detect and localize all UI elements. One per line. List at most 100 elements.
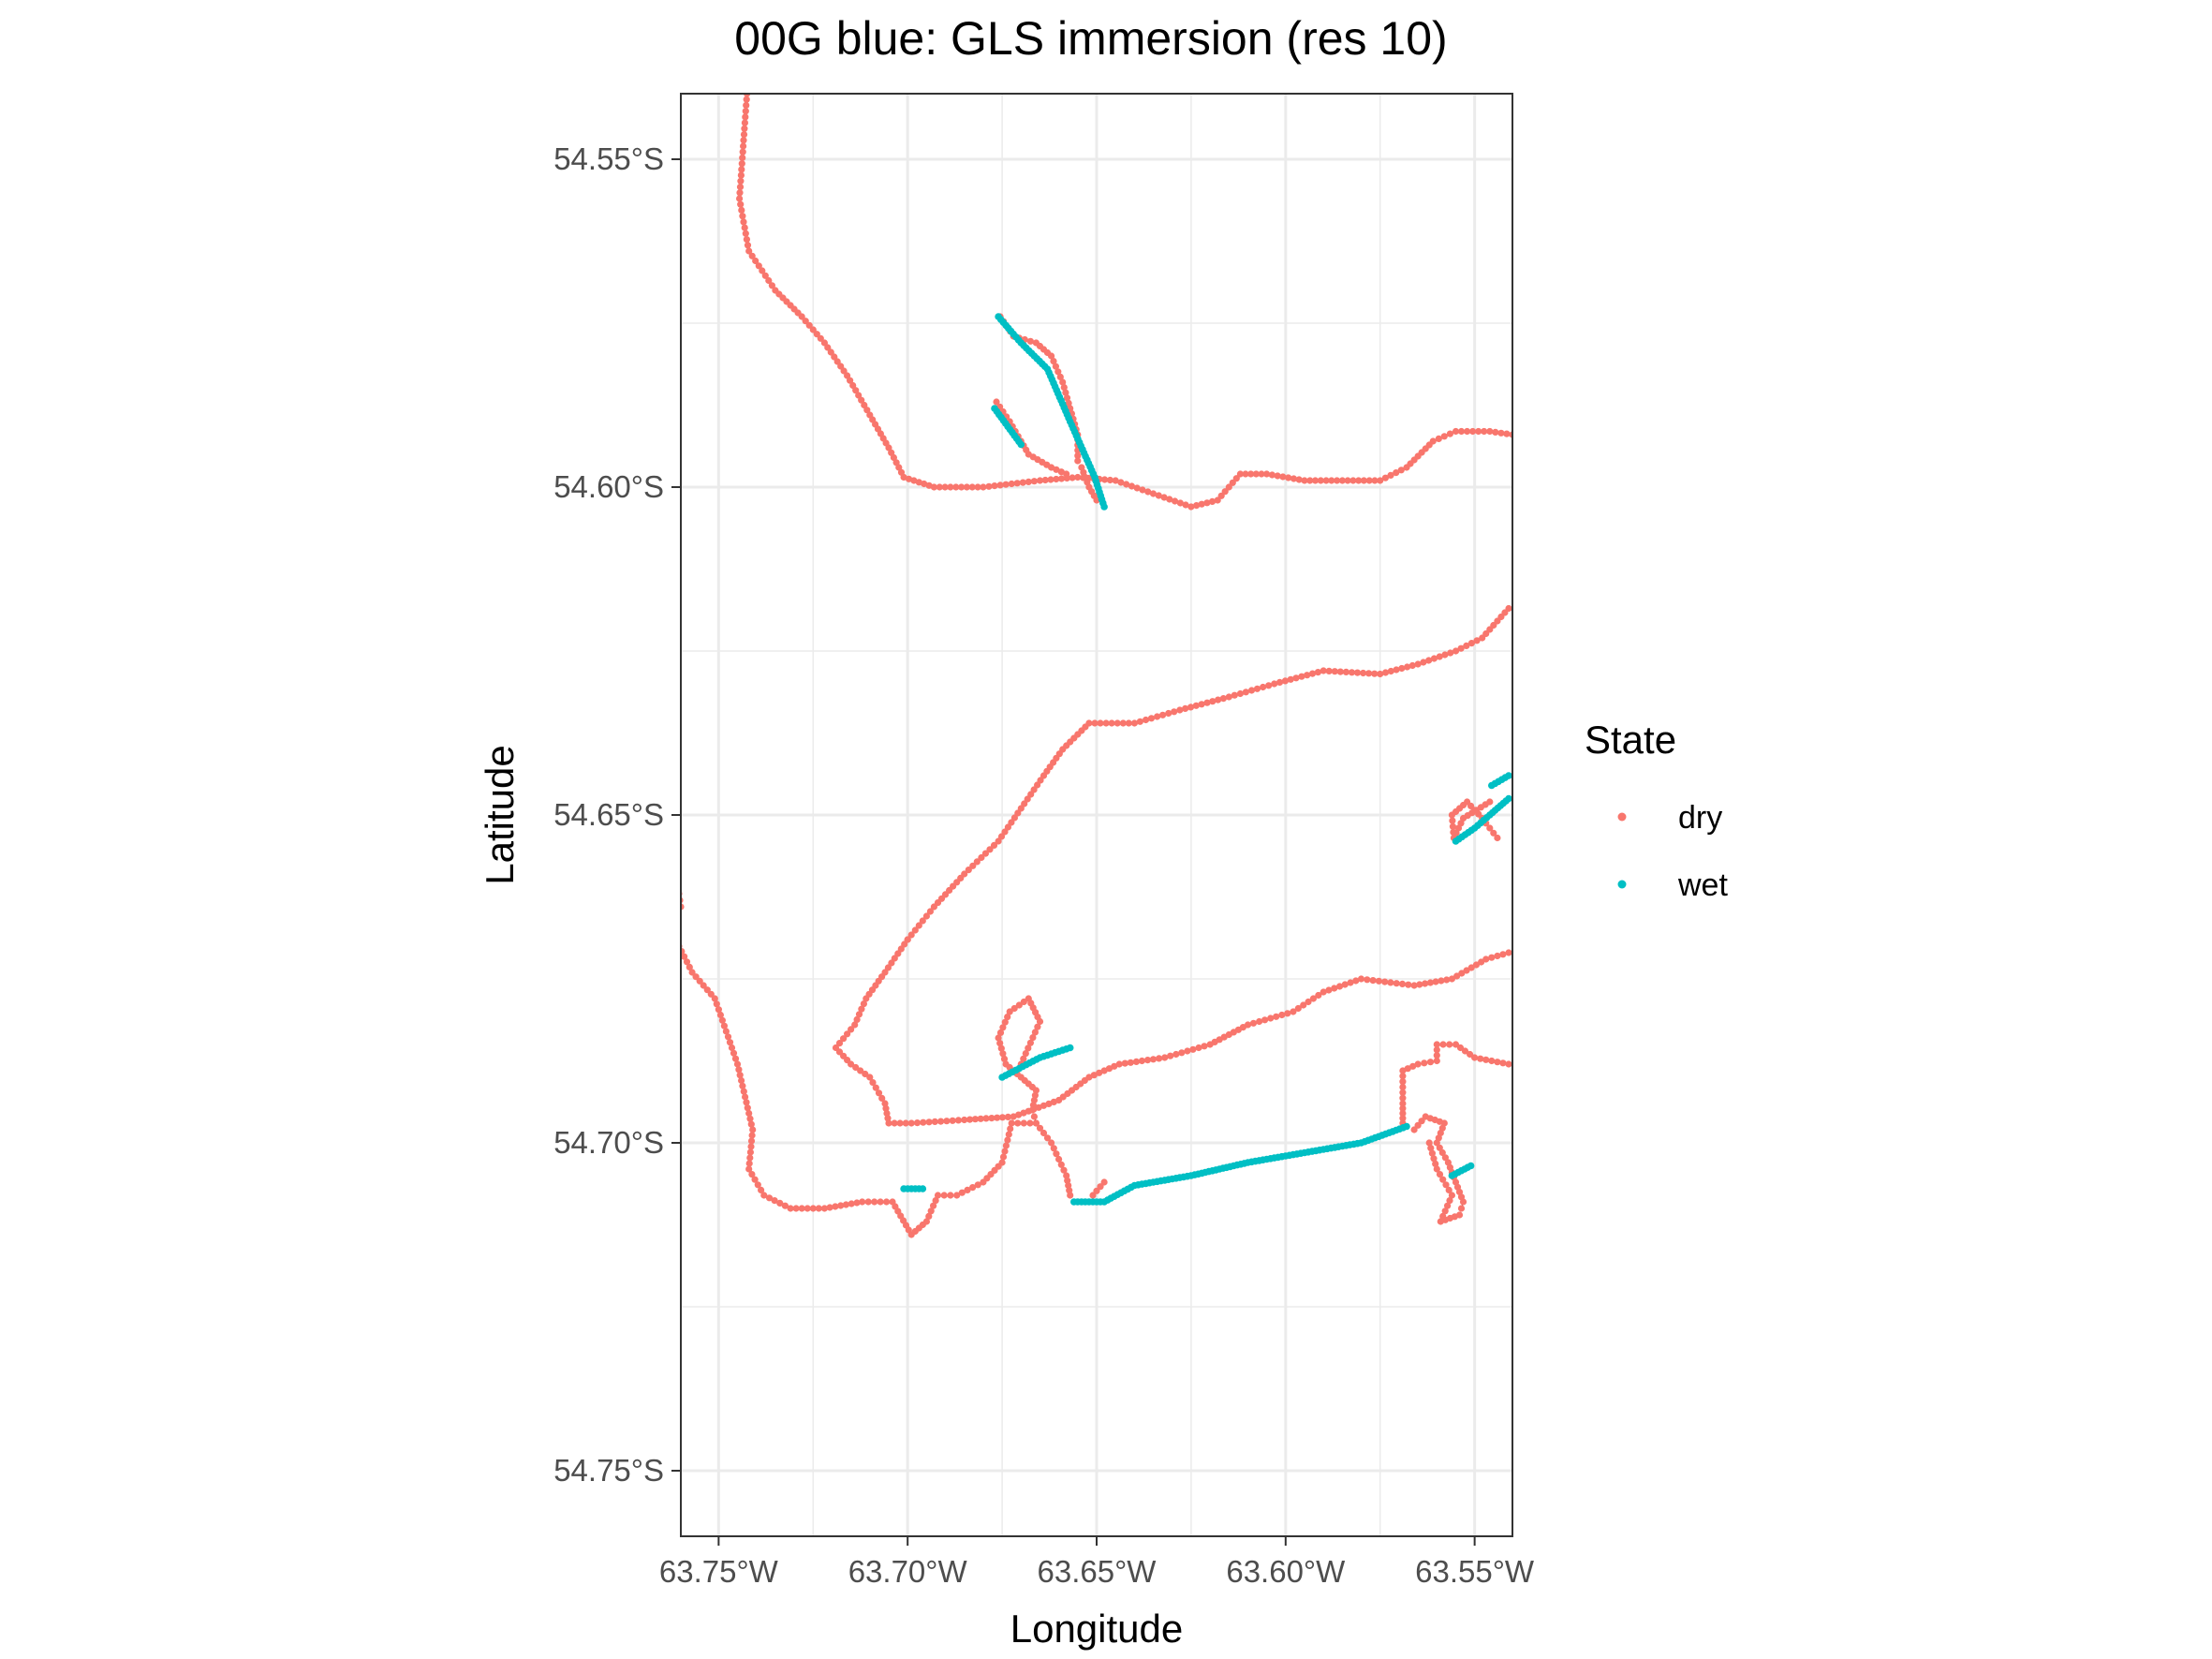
x-axis-title: Longitude — [1010, 1607, 1184, 1651]
data-point-dry — [1149, 490, 1158, 497]
data-point-dry — [1143, 1057, 1152, 1064]
data-point-dry — [1037, 777, 1044, 784]
data-point-dry — [1187, 704, 1195, 711]
data-point-dry — [1182, 704, 1189, 713]
data-point-dry — [792, 1205, 800, 1212]
data-point-dry — [1430, 1155, 1438, 1163]
data-point-dry — [1405, 981, 1412, 988]
data-point-dry — [747, 1120, 755, 1128]
data-point-dry — [1165, 709, 1172, 718]
data-point-dry — [961, 1116, 968, 1124]
data-point-dry — [1505, 1060, 1512, 1068]
data-point-dry — [1320, 667, 1327, 674]
data-point-dry — [988, 1115, 995, 1122]
data-point-dry — [1085, 719, 1093, 727]
data-point-dry — [1032, 1119, 1040, 1127]
data-point-dry — [1256, 1017, 1263, 1026]
data-point-dry — [1492, 428, 1499, 436]
data-point-dry — [848, 1026, 855, 1033]
data-point-dry — [1317, 477, 1324, 484]
data-point-dry — [963, 483, 970, 491]
data-point-dry — [1305, 998, 1312, 1006]
data-point-dry — [742, 230, 749, 237]
data-point-dry — [1377, 477, 1384, 484]
data-point-dry — [1160, 494, 1168, 501]
data-point-dry — [1399, 1078, 1407, 1086]
data-point-wet — [1467, 1162, 1475, 1170]
data-point-dry — [857, 1067, 864, 1074]
axes: 63.75°W 63.70°W 63.65°W 63.60°W 63.55°W 54.55… — [553, 141, 1535, 1589]
legend-title: State — [1585, 718, 1676, 762]
data-point-dry — [1311, 477, 1320, 484]
data-point-dry — [1314, 669, 1321, 676]
data-point-dry — [748, 1132, 756, 1139]
data-point-dry — [798, 1205, 805, 1212]
data-point-dry — [1057, 468, 1065, 476]
data-point-dry — [746, 1115, 754, 1122]
data-point-wet — [1505, 794, 1512, 803]
data-point-dry — [686, 963, 693, 970]
data-point-dry — [735, 1066, 743, 1074]
data-point-dry — [1441, 1154, 1449, 1162]
data-point-dry — [833, 358, 841, 365]
data-point-dry — [1193, 502, 1201, 510]
data-point-dry — [932, 1197, 939, 1205]
data-point-dry — [817, 334, 824, 342]
data-point-dry — [926, 908, 935, 915]
data-point-dry — [722, 1028, 730, 1035]
data-point-dry — [1030, 786, 1038, 793]
data-point-dry — [920, 1118, 927, 1126]
y-axis-title: Latitude — [478, 745, 522, 884]
legend-label-wet: wet — [1677, 867, 1728, 903]
data-point-dry — [1108, 719, 1115, 727]
data-point-dry — [1022, 1050, 1029, 1058]
data-point-dry — [1176, 499, 1184, 507]
data-point-dry — [688, 969, 696, 976]
data-point-dry — [905, 475, 913, 482]
data-point-dry — [978, 853, 985, 862]
data-point-dry — [711, 995, 718, 1002]
data-point-dry — [965, 867, 972, 874]
data-point-dry — [1425, 1139, 1433, 1147]
data-point-dry — [1381, 669, 1390, 676]
data-point-dry — [853, 1199, 861, 1207]
data-point-dry — [1348, 669, 1356, 676]
data-point-dry — [1357, 975, 1365, 983]
data-point-dry — [1136, 718, 1143, 725]
data-point-dry — [961, 870, 968, 878]
data-point-dry — [883, 1198, 891, 1206]
data-point-dry — [986, 846, 994, 853]
data-point-dry — [1261, 1016, 1269, 1024]
data-point-dry — [1301, 477, 1308, 484]
data-point-dry — [1232, 475, 1240, 482]
data-point-dry — [1481, 427, 1488, 436]
data-point-dry — [837, 1202, 845, 1209]
data-point-dry — [746, 1154, 754, 1162]
data-point-dry — [1085, 1074, 1093, 1081]
data-point-dry — [1067, 1192, 1074, 1199]
data-point-dry — [1436, 1144, 1443, 1151]
data-point-dry — [966, 1116, 974, 1123]
data-point-dry — [1461, 1047, 1469, 1055]
data-point-dry — [1008, 819, 1015, 826]
data-point-dry — [1057, 475, 1066, 482]
data-point-dry — [755, 262, 762, 270]
data-point-dry — [731, 1055, 740, 1062]
data-point-dry — [1015, 1111, 1023, 1118]
data-point-dry — [1028, 1106, 1036, 1114]
data-point-dry — [748, 252, 756, 259]
data-point-dry — [994, 1114, 1001, 1121]
data-point-dry — [922, 912, 931, 920]
data-point-dry — [1355, 477, 1363, 484]
data-point-dry — [1432, 1160, 1439, 1167]
y-tick-label: 54.70°S — [553, 1125, 664, 1160]
data-point-dry — [1422, 980, 1429, 987]
data-point-dry — [1189, 1045, 1197, 1053]
data-point-dry — [1184, 1047, 1191, 1055]
data-point-dry — [1344, 477, 1351, 484]
data-point-dry — [1040, 1102, 1048, 1109]
data-point-dry — [1494, 834, 1501, 842]
data-point-dry — [1236, 470, 1244, 478]
x-tick-label: 63.65°W — [1038, 1554, 1158, 1589]
